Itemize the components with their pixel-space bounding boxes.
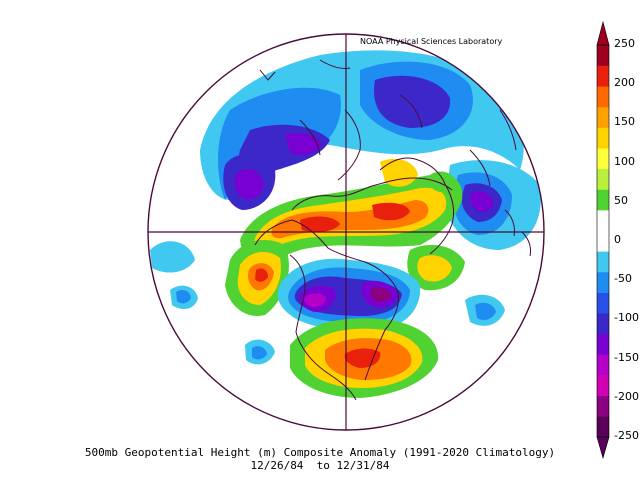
colorbar-swatch xyxy=(597,148,609,170)
graticule xyxy=(148,34,544,430)
colorbar-tick-label: 100 xyxy=(614,154,635,168)
colorbar-swatch xyxy=(597,189,609,211)
colorbar-frame xyxy=(596,44,610,438)
colorbar-swatch xyxy=(597,210,609,231)
colorbar-swatch xyxy=(597,313,609,335)
coastlines xyxy=(254,59,531,401)
colorbar-swatch xyxy=(597,45,609,66)
colorbar-swatch xyxy=(597,416,609,438)
colorbar-swatch xyxy=(597,230,609,252)
map-title: 500mb Geopotential Height (m) Composite … xyxy=(84,446,556,459)
colorbar-swatch xyxy=(597,127,609,149)
colorbar-tick-label: -50 xyxy=(614,272,632,286)
colorbar-swatch xyxy=(597,354,609,376)
colorbar xyxy=(596,20,610,460)
colorbar-tick-label: 250 xyxy=(614,37,635,50)
date-range: 12/26/84 to 12/31/84 xyxy=(250,459,390,472)
credit-label: NOAA Physical Sciences Laboratory xyxy=(360,37,503,46)
colorbar-tick-label: 150 xyxy=(614,115,635,129)
colorbar-swatch xyxy=(597,251,609,273)
colorbar-tick-label: 50 xyxy=(614,193,628,207)
map-boundary xyxy=(147,33,545,431)
colorbar-top-arrow xyxy=(596,20,610,46)
colorbar-swatch xyxy=(597,168,609,190)
colorbar-swatch xyxy=(597,271,609,293)
colorbar-swatch xyxy=(597,292,609,314)
colorbar-tick-label: 200 xyxy=(614,76,635,90)
colorbar-tick-label: -200 xyxy=(614,389,639,403)
colorbar-swatch xyxy=(597,395,609,417)
colorbar-tick-label: -100 xyxy=(614,311,639,325)
colorbar-swatch xyxy=(597,106,609,128)
colorbar-tick-label: -250 xyxy=(614,429,639,442)
colorbar-swatch xyxy=(597,65,609,87)
colorbar-swatch xyxy=(597,333,609,355)
colorbar-tick-label: 0 xyxy=(614,233,621,246)
colorbar-tick-label: -150 xyxy=(614,350,639,364)
colorbar-swatch xyxy=(597,375,609,397)
colorbar-swatch xyxy=(597,86,609,108)
